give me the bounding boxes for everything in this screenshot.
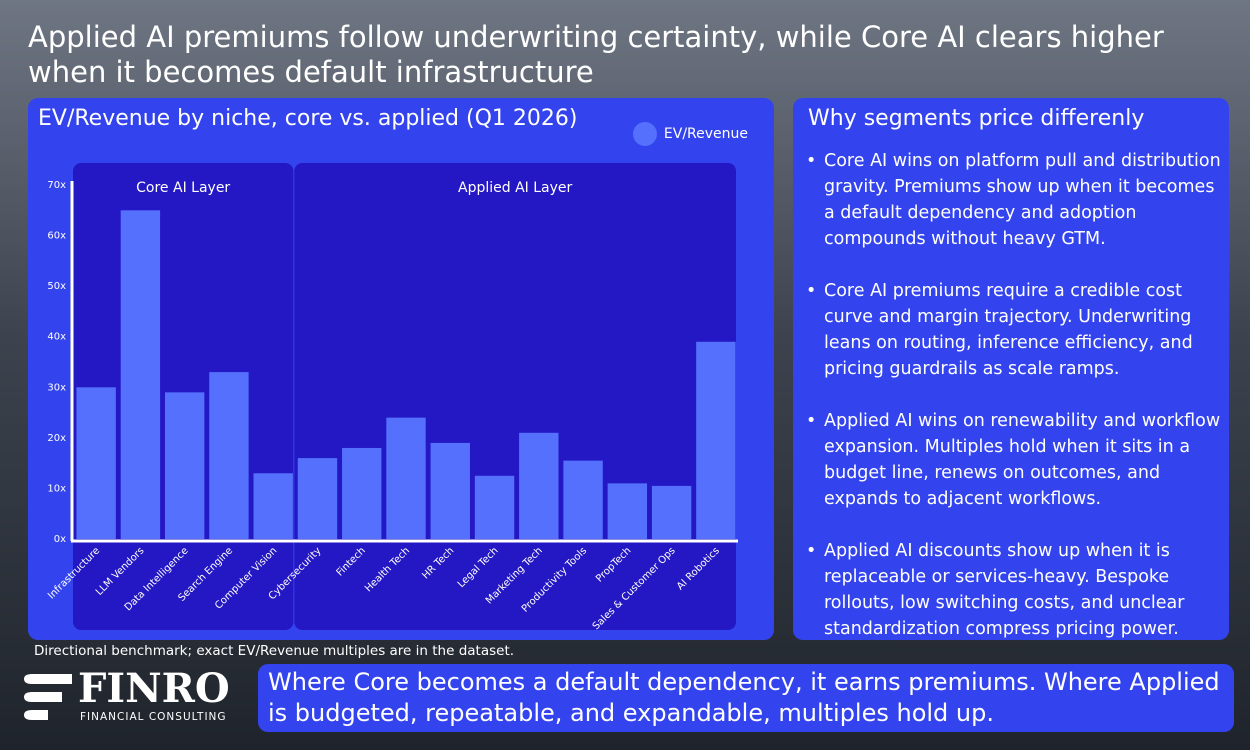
y-tick-label: 50x xyxy=(47,281,66,292)
chart-title: EV/Revenue by niche, core vs. applied (Q… xyxy=(38,106,578,131)
explanation-bullet: Applied AI discounts show up when it is … xyxy=(806,538,1224,640)
bar xyxy=(563,460,603,539)
explanation-list: Core AI wins on platform pull and distri… xyxy=(806,148,1224,640)
explanation-bullet: Applied AI wins on renewability and work… xyxy=(806,408,1224,512)
bar xyxy=(342,447,382,539)
bar-chart: Core AI Layer Applied AI Layer 0x 10x 20x 30x… xyxy=(46,163,738,632)
explanation-bullet: Core AI premiums require a credible cost… xyxy=(806,278,1224,382)
conclusion-banner: Where Core becomes a default dependency,… xyxy=(258,664,1234,732)
bar xyxy=(607,483,648,539)
bar xyxy=(76,387,116,539)
y-tick-label: 10x xyxy=(47,483,66,494)
page-title: Applied AI premiums follow underwriting … xyxy=(28,20,1164,89)
chart-panel: Core AI Layer Applied AI Layer 0x 10x 20x 30x… xyxy=(28,98,774,640)
logo-tagline: FINANCIAL CONSULTING xyxy=(80,711,227,723)
bar xyxy=(430,442,470,539)
bar xyxy=(696,341,736,539)
bar xyxy=(253,473,293,539)
bar xyxy=(386,417,426,539)
y-tick-label: 60x xyxy=(47,231,66,242)
explanation-panel: Why segments price differenly Core AI wi… xyxy=(793,98,1229,640)
legend-swatch xyxy=(632,122,657,146)
group-label: Core AI Layer xyxy=(136,180,230,196)
y-tick-label: 30x xyxy=(47,382,66,393)
bar xyxy=(474,475,515,539)
finro-logo: FINRO FINANCIAL CONSULTING xyxy=(22,665,232,728)
explanation-title: Why segments price differenly xyxy=(808,106,1145,131)
bar xyxy=(209,372,249,539)
legend-label: EV/Revenue xyxy=(663,126,748,142)
footnote: Directional benchmark; exact EV/Revenue … xyxy=(34,643,515,659)
y-tick-label: 0x xyxy=(54,534,66,545)
group-label: Applied AI Layer xyxy=(458,180,573,196)
bar xyxy=(519,432,559,539)
logo-wordmark: FINRO xyxy=(78,665,230,712)
bar xyxy=(164,392,205,539)
chart-legend: EV/Revenue xyxy=(632,122,748,146)
finro-mark-icon xyxy=(24,674,72,720)
bar xyxy=(297,458,338,539)
bar xyxy=(651,485,692,539)
bar xyxy=(120,210,161,539)
y-tick-label: 20x xyxy=(47,433,66,444)
explanation-bullet: Core AI wins on platform pull and distri… xyxy=(806,148,1224,252)
y-tick-label: 40x xyxy=(47,332,66,343)
y-tick-label: 70x xyxy=(47,180,66,191)
